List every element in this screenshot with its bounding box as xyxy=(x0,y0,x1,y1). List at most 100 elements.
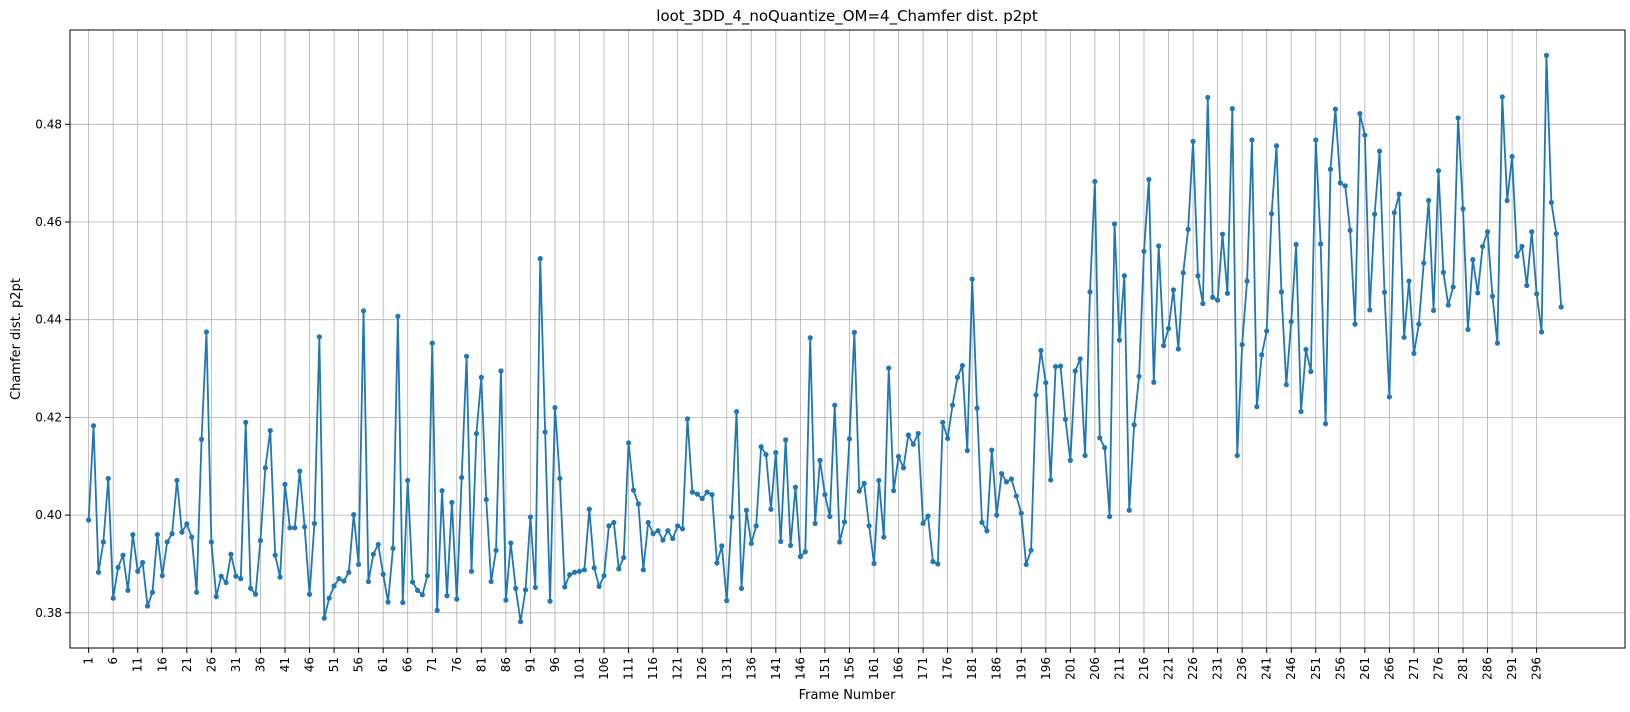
data-point xyxy=(665,528,671,534)
data-point xyxy=(1170,287,1177,293)
data-point xyxy=(282,481,288,487)
data-point xyxy=(370,551,376,557)
x-tick-label: 21 xyxy=(180,657,194,672)
data-point xyxy=(233,573,239,579)
data-point xyxy=(876,477,882,484)
data-point xyxy=(1465,326,1471,333)
data-point xyxy=(189,534,195,540)
data-point xyxy=(557,475,563,482)
data-point xyxy=(297,468,303,474)
x-tick-label: 286 xyxy=(1481,657,1495,680)
x-tick-label: 86 xyxy=(499,657,513,672)
y-tick-label: 0.44 xyxy=(35,313,62,327)
data-point xyxy=(964,448,970,454)
data-point xyxy=(1111,221,1118,227)
data-point xyxy=(1013,493,1019,499)
data-point xyxy=(257,537,264,544)
data-point xyxy=(792,484,799,490)
data-point xyxy=(149,589,156,595)
data-point xyxy=(1489,293,1496,299)
data-point xyxy=(1116,337,1123,343)
data-point xyxy=(1332,106,1338,112)
data-point xyxy=(375,541,381,548)
y-tick-label: 0.46 xyxy=(35,215,62,229)
x-tick-label: 101 xyxy=(572,657,586,680)
data-point xyxy=(120,552,126,558)
data-point xyxy=(1435,168,1442,174)
x-tick-label: 96 xyxy=(548,657,562,672)
x-tick-label: 26 xyxy=(204,657,218,672)
data-point xyxy=(90,423,97,429)
data-point xyxy=(1200,300,1206,307)
data-point xyxy=(380,571,386,577)
data-point xyxy=(1357,110,1363,117)
data-point xyxy=(1450,284,1456,290)
x-tick-label: 41 xyxy=(278,657,292,672)
data-point xyxy=(1224,290,1231,296)
data-point xyxy=(434,607,440,613)
data-point xyxy=(105,475,111,482)
data-point xyxy=(974,405,980,411)
data-point xyxy=(841,519,848,525)
data-point xyxy=(405,477,411,484)
data-point xyxy=(694,491,700,497)
x-tick-label: 151 xyxy=(818,657,832,680)
x-tick-label: 6 xyxy=(106,657,120,665)
x-tick-label: 251 xyxy=(1309,657,1323,680)
data-point xyxy=(1514,253,1520,259)
x-tick-label: 186 xyxy=(990,657,1004,680)
data-points xyxy=(86,52,1564,625)
data-point xyxy=(807,335,813,341)
data-point xyxy=(213,594,219,600)
x-tick-label: 241 xyxy=(1260,657,1274,680)
data-point xyxy=(949,402,956,408)
data-point xyxy=(827,513,833,520)
data-point xyxy=(1067,457,1073,463)
x-tick-label: 211 xyxy=(1112,657,1126,680)
chart-title: loot_3DD_4_noQuantize_OM=4_Chamfer dist.… xyxy=(656,7,1038,26)
data-point xyxy=(1337,180,1343,186)
data-point xyxy=(920,520,926,527)
data-point xyxy=(763,451,769,458)
data-point xyxy=(1352,321,1358,327)
x-tick-label: 66 xyxy=(401,657,415,672)
data-point xyxy=(321,615,327,621)
data-point xyxy=(1087,289,1093,295)
data-point xyxy=(1524,282,1530,289)
data-point xyxy=(729,514,735,520)
data-point xyxy=(675,523,681,529)
data-point xyxy=(1499,94,1505,100)
data-point xyxy=(1190,138,1196,144)
data-point xyxy=(135,568,141,574)
data-point xyxy=(1244,278,1250,284)
data-point xyxy=(768,506,774,512)
data-point xyxy=(1008,476,1015,482)
data-point xyxy=(302,524,308,530)
data-point xyxy=(581,567,588,573)
data-point xyxy=(513,585,519,592)
data-point xyxy=(341,578,347,584)
data-point xyxy=(248,585,254,592)
x-tick-label: 176 xyxy=(941,657,955,680)
x-tick-label: 31 xyxy=(229,657,243,672)
data-point xyxy=(1362,132,1368,138)
data-point xyxy=(925,513,931,519)
data-point xyxy=(326,595,332,601)
data-point xyxy=(714,560,720,566)
x-tick-label: 216 xyxy=(1137,657,1151,680)
data-point xyxy=(390,545,396,551)
data-point xyxy=(1278,289,1285,295)
data-point xyxy=(1254,404,1260,410)
data-point xyxy=(1381,289,1388,295)
data-point xyxy=(1322,421,1329,427)
data-point xyxy=(1033,392,1039,398)
data-point xyxy=(1273,143,1280,149)
data-point xyxy=(797,554,803,560)
plot-frame xyxy=(69,29,1626,649)
data-point xyxy=(591,565,597,571)
data-point xyxy=(1028,547,1034,553)
data-point xyxy=(86,517,92,523)
data-point xyxy=(1219,231,1226,237)
data-point xyxy=(758,444,764,450)
data-point xyxy=(832,402,838,408)
